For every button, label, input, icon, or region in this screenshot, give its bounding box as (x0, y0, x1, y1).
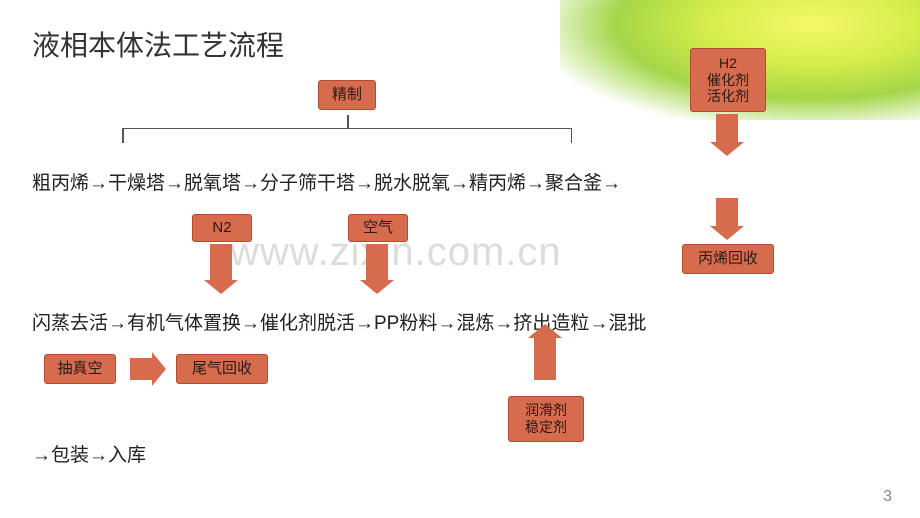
flow-line-1: 粗丙烯→干燥塔→脱氧塔→分子筛干塔→脱水脱氧→精丙烯→聚合釜→ (32, 168, 621, 195)
lubricant-arrow-up (534, 336, 556, 380)
h2-catalyst-box: H2 催化剂 活化剂 (690, 48, 766, 112)
n2-arrow-down (210, 244, 232, 282)
page-number: 3 (883, 488, 892, 506)
h2-arrow-down (716, 114, 738, 144)
vacuum-label: 抽真空 (57, 360, 102, 378)
polymerize-arrow-down (716, 198, 738, 228)
flow-line-3: →包装→入库 (32, 440, 146, 467)
h2-catalyst-label: H2 催化剂 活化剂 (707, 55, 749, 105)
n2-label: N2 (212, 219, 231, 237)
n2-box: N2 (192, 214, 252, 242)
lubricant-box: 润滑剂 稳定剂 (508, 396, 584, 442)
vacuum-arrow-right (130, 358, 154, 380)
propylene-recovery-label: 丙烯回收 (698, 250, 758, 268)
refine-bracket (122, 128, 572, 129)
vacuum-box: 抽真空 (44, 354, 116, 384)
page-title: 液相本体法工艺流程 (32, 24, 284, 64)
tailgas-recovery-label: 尾气回收 (192, 360, 252, 378)
refine-box: 精制 (318, 80, 376, 110)
air-label: 空气 (363, 219, 393, 237)
propylene-recovery-box: 丙烯回收 (682, 244, 774, 274)
refine-label: 精制 (332, 86, 362, 104)
lubricant-label: 润滑剂 稳定剂 (525, 402, 567, 436)
air-arrow-down (366, 244, 388, 282)
tailgas-recovery-box: 尾气回收 (176, 354, 268, 384)
air-box: 空气 (348, 214, 408, 242)
